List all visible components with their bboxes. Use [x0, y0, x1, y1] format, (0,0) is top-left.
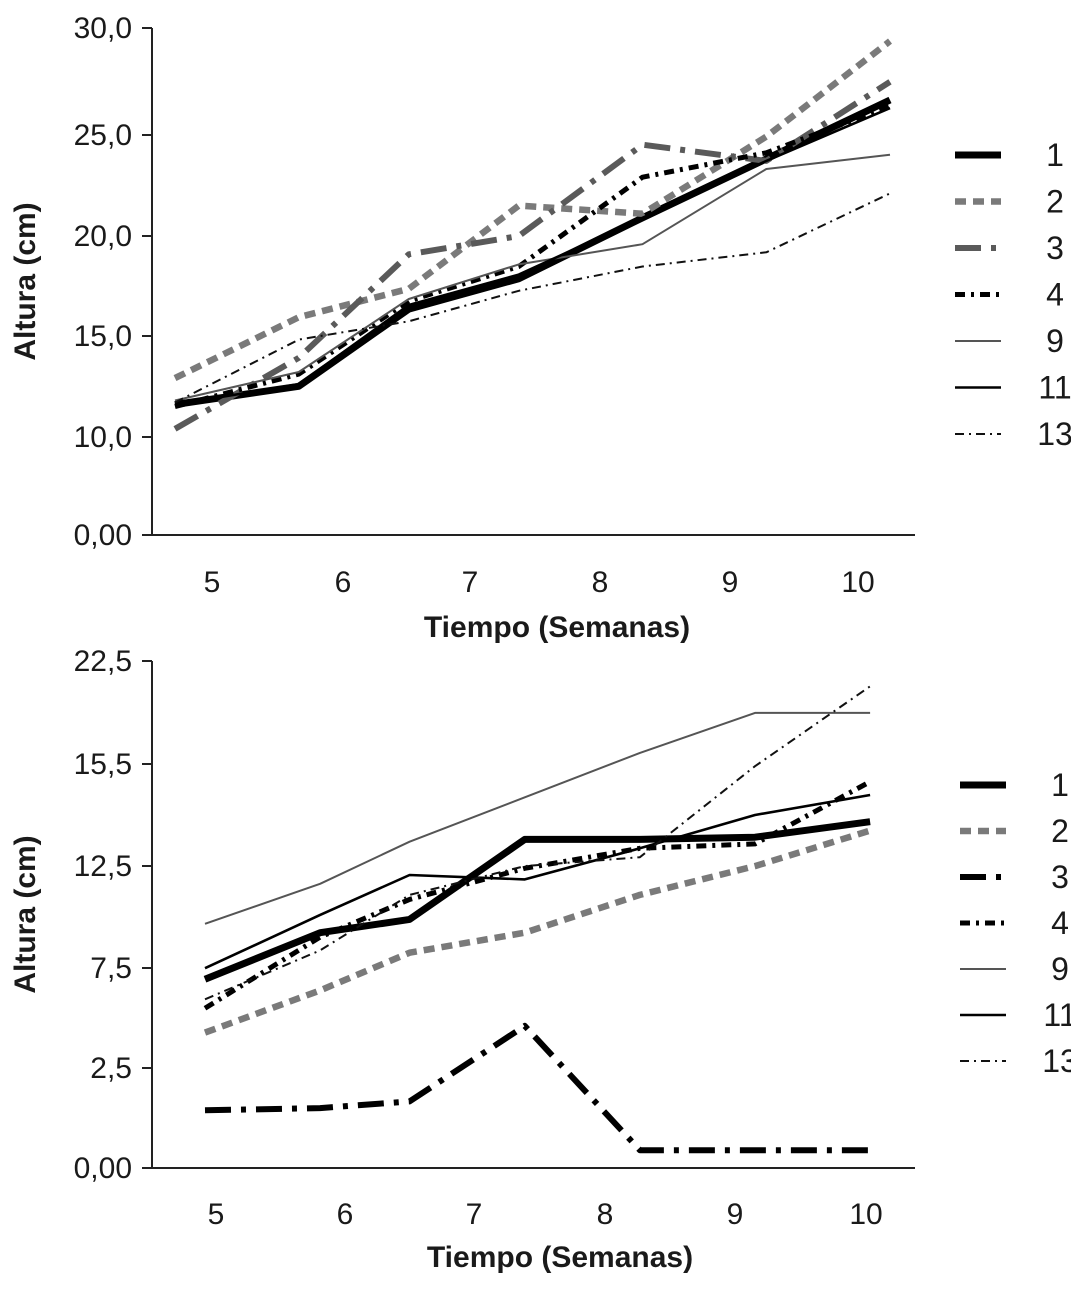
legend-label: 1	[1046, 137, 1064, 173]
x-tick-label: 8	[597, 1198, 614, 1231]
y-tick-label: 12,5	[74, 850, 132, 883]
series-line-4	[203, 779, 872, 1011]
series-line-1	[203, 818, 871, 983]
x-tick-label: 7	[462, 566, 479, 599]
series-line-3	[204, 1022, 871, 1154]
x-tick-label: 7	[466, 1198, 483, 1231]
series-line-9	[204, 711, 871, 925]
x-tick-label: 5	[204, 566, 221, 599]
series-line-2	[203, 827, 872, 1036]
y-tick-label: 20,0	[74, 220, 132, 253]
series-line-1	[174, 96, 892, 408]
legend-label: 2	[1051, 813, 1069, 849]
legend-label: 13	[1037, 416, 1071, 452]
legend-label: 9	[1051, 951, 1069, 987]
chart-panel-top: 0,00 10,0 15,0 20,0 25,0 30,0 5 6 7 8 9 10 Tiempo (S…	[9, 12, 1071, 644]
legend-label: 13	[1042, 1043, 1071, 1079]
series-line-13	[204, 685, 871, 1001]
legend-label: 9	[1046, 323, 1064, 359]
x-tick-label: 9	[727, 1198, 744, 1231]
series-line-4	[174, 103, 891, 410]
x-tick-label: 6	[337, 1198, 354, 1231]
x-axis-title: Tiempo (Semanas)	[424, 611, 690, 644]
y-tick-label: 15,5	[74, 748, 132, 781]
legend-label: 4	[1046, 277, 1064, 313]
series-line-2	[173, 38, 892, 382]
x-axis-title: Tiempo (Semanas)	[427, 1241, 693, 1274]
x-tick-label: 5	[208, 1198, 225, 1231]
legend-label: 3	[1051, 859, 1069, 895]
y-tick-label: 0,00	[74, 1152, 132, 1185]
x-tick-label: 10	[849, 1198, 882, 1231]
series-line-9	[174, 153, 891, 402]
y-tick-label: 25,0	[74, 119, 132, 152]
legend-label: 2	[1046, 184, 1064, 220]
y-tick-label: 15,0	[74, 320, 132, 353]
y-axis-title: Altura (cm)	[9, 202, 42, 360]
y-tick-label: 0,00	[74, 519, 132, 552]
series-line-11	[204, 793, 871, 970]
legend-label: 1	[1051, 767, 1069, 803]
y-tick-label: 30,0	[74, 12, 132, 45]
x-tick-label: 8	[592, 566, 609, 599]
x-tick-label: 10	[841, 566, 874, 599]
y-tick-label: 7,5	[90, 952, 132, 985]
series-line-13	[174, 192, 891, 404]
legend-label: 4	[1051, 905, 1069, 941]
y-tick-label: 10,0	[74, 421, 132, 454]
y-tick-label: 22,5	[74, 645, 132, 678]
chart-panel-bottom: 0,00 2,5 7,5 12,5 15,5 22,5 5 6 7 8 9 10 Tiempo (Sem…	[9, 645, 1071, 1274]
y-axis-title: Altura (cm)	[9, 835, 42, 993]
legend-label: 11	[1038, 370, 1071, 406]
series-line-11	[174, 106, 891, 406]
x-tick-label: 6	[335, 566, 352, 599]
y-tick-label: 2,5	[90, 1052, 132, 1085]
legend-label: 3	[1046, 230, 1064, 266]
x-tick-label: 9	[722, 566, 739, 599]
legend-label: 11	[1043, 997, 1071, 1033]
